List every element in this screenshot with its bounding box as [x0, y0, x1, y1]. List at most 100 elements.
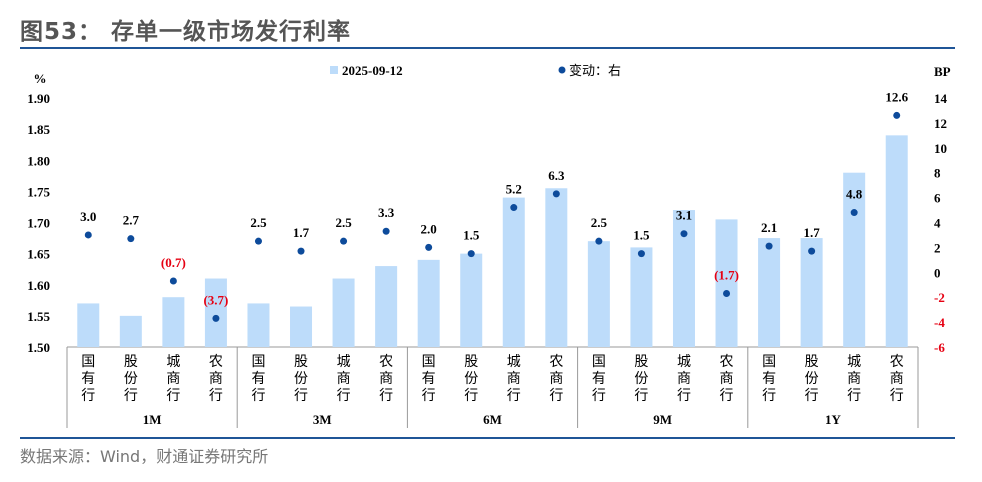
bar [715, 219, 738, 347]
category-label-char: 行 [294, 388, 308, 404]
change-dot [637, 250, 645, 258]
right-axis-unit: BP [934, 64, 951, 79]
category-label-char: 股 [124, 354, 138, 370]
left-tick-label: 1.75 [27, 184, 50, 199]
group-label: 3M [313, 412, 332, 427]
category-label-char: 城 [166, 354, 180, 370]
change-label: 2.5 [250, 215, 267, 230]
category-label-char: 股 [634, 354, 648, 370]
change-label: 1.7 [293, 225, 310, 240]
bar [332, 278, 355, 347]
change-label: 1.5 [463, 228, 480, 243]
left-tick-label: 1.90 [27, 91, 50, 106]
category-label-char: 行 [805, 388, 819, 404]
left-tick-label: 1.55 [27, 309, 50, 324]
category-label-char: 有 [762, 371, 776, 387]
category-label-char: 行 [81, 388, 95, 404]
category-label-char: 农 [549, 354, 563, 370]
change-dot [552, 190, 560, 198]
right-tick-label: 10 [934, 141, 947, 156]
bar [630, 247, 653, 347]
category-label-char: 农 [379, 354, 393, 370]
category-label-char: 商 [337, 371, 351, 387]
bar [290, 306, 313, 347]
change-dot [510, 204, 518, 212]
change-dot [680, 230, 688, 238]
change-dot [595, 237, 603, 245]
bar [758, 238, 781, 347]
category-label-char: 有 [422, 371, 436, 387]
category-label-char: 行 [847, 388, 861, 404]
change-label: 3.1 [676, 208, 692, 223]
change-dot [893, 111, 901, 119]
change-dot [850, 209, 858, 217]
left-axis-unit: % [34, 71, 47, 86]
change-dot [467, 250, 475, 258]
group-label: 6M [483, 412, 502, 427]
change-label: (1.7) [714, 267, 739, 282]
category-label-char: 股 [805, 354, 819, 370]
change-dot [127, 235, 135, 243]
right-tick-label: 2 [934, 240, 941, 255]
change-dot [425, 243, 433, 251]
change-label: 3.3 [378, 205, 395, 220]
legend-bar-label: 2025-09-12 [342, 63, 403, 78]
change-label: 2.7 [123, 213, 140, 228]
category-label-char: 国 [592, 354, 606, 370]
category-label-char: 国 [422, 354, 436, 370]
right-tick-label: 14 [934, 91, 948, 106]
left-tick-label: 1.80 [27, 153, 50, 168]
category-label-char: 商 [507, 371, 521, 387]
change-dot [212, 314, 220, 322]
right-tick-label: 8 [934, 166, 941, 181]
category-label-char: 股 [464, 354, 478, 370]
bar [672, 210, 695, 347]
bar [375, 266, 398, 347]
category-label-char: 行 [464, 388, 478, 404]
right-tick-label: 6 [934, 191, 941, 206]
change-label: 2.5 [591, 215, 608, 230]
bar [77, 303, 100, 347]
category-label-char: 农 [209, 354, 223, 370]
change-label: 1.7 [804, 225, 821, 240]
bar [460, 253, 483, 347]
category-label-char: 份 [464, 371, 478, 387]
change-label: 2.5 [335, 215, 352, 230]
left-tick-label: 1.70 [27, 216, 50, 231]
right-tick-label: 0 [934, 265, 941, 280]
figure-title: 图53： 存单一级市场发行利率 [20, 19, 352, 45]
category-label-char: 农 [720, 354, 734, 370]
change-label: 2.1 [761, 220, 777, 235]
change-dot [169, 277, 177, 285]
group-label: 1Y [825, 412, 842, 427]
left-tick-label: 1.60 [27, 278, 50, 293]
category-label-char: 商 [166, 371, 180, 387]
bar [247, 303, 270, 347]
category-label-char: 股 [294, 354, 308, 370]
change-dot [340, 237, 348, 245]
change-label: 6.3 [548, 168, 565, 183]
legend-bar-swatch [330, 66, 338, 74]
left-tick-label: 1.50 [27, 340, 50, 355]
change-label: (3.7) [203, 292, 228, 307]
bottom-rule [20, 437, 955, 439]
bar [502, 197, 525, 347]
category-label-char: 行 [592, 388, 606, 404]
change-dot [723, 289, 731, 297]
category-label-char: 商 [890, 371, 904, 387]
category-label-char: 商 [379, 371, 393, 387]
change-label: 5.2 [506, 182, 522, 197]
legend-dot-swatch [558, 66, 566, 74]
change-label: 4.8 [846, 187, 863, 202]
right-tick-label: 12 [934, 116, 947, 131]
category-label-char: 行 [720, 388, 734, 404]
right-tick-label: 4 [934, 216, 941, 231]
category-label-char: 行 [507, 388, 521, 404]
category-label-char: 有 [251, 371, 265, 387]
change-dot [297, 247, 305, 255]
category-label-char: 商 [549, 371, 563, 387]
change-label: 1.5 [633, 228, 650, 243]
category-label-char: 有 [81, 371, 95, 387]
category-label-char: 行 [337, 388, 351, 404]
